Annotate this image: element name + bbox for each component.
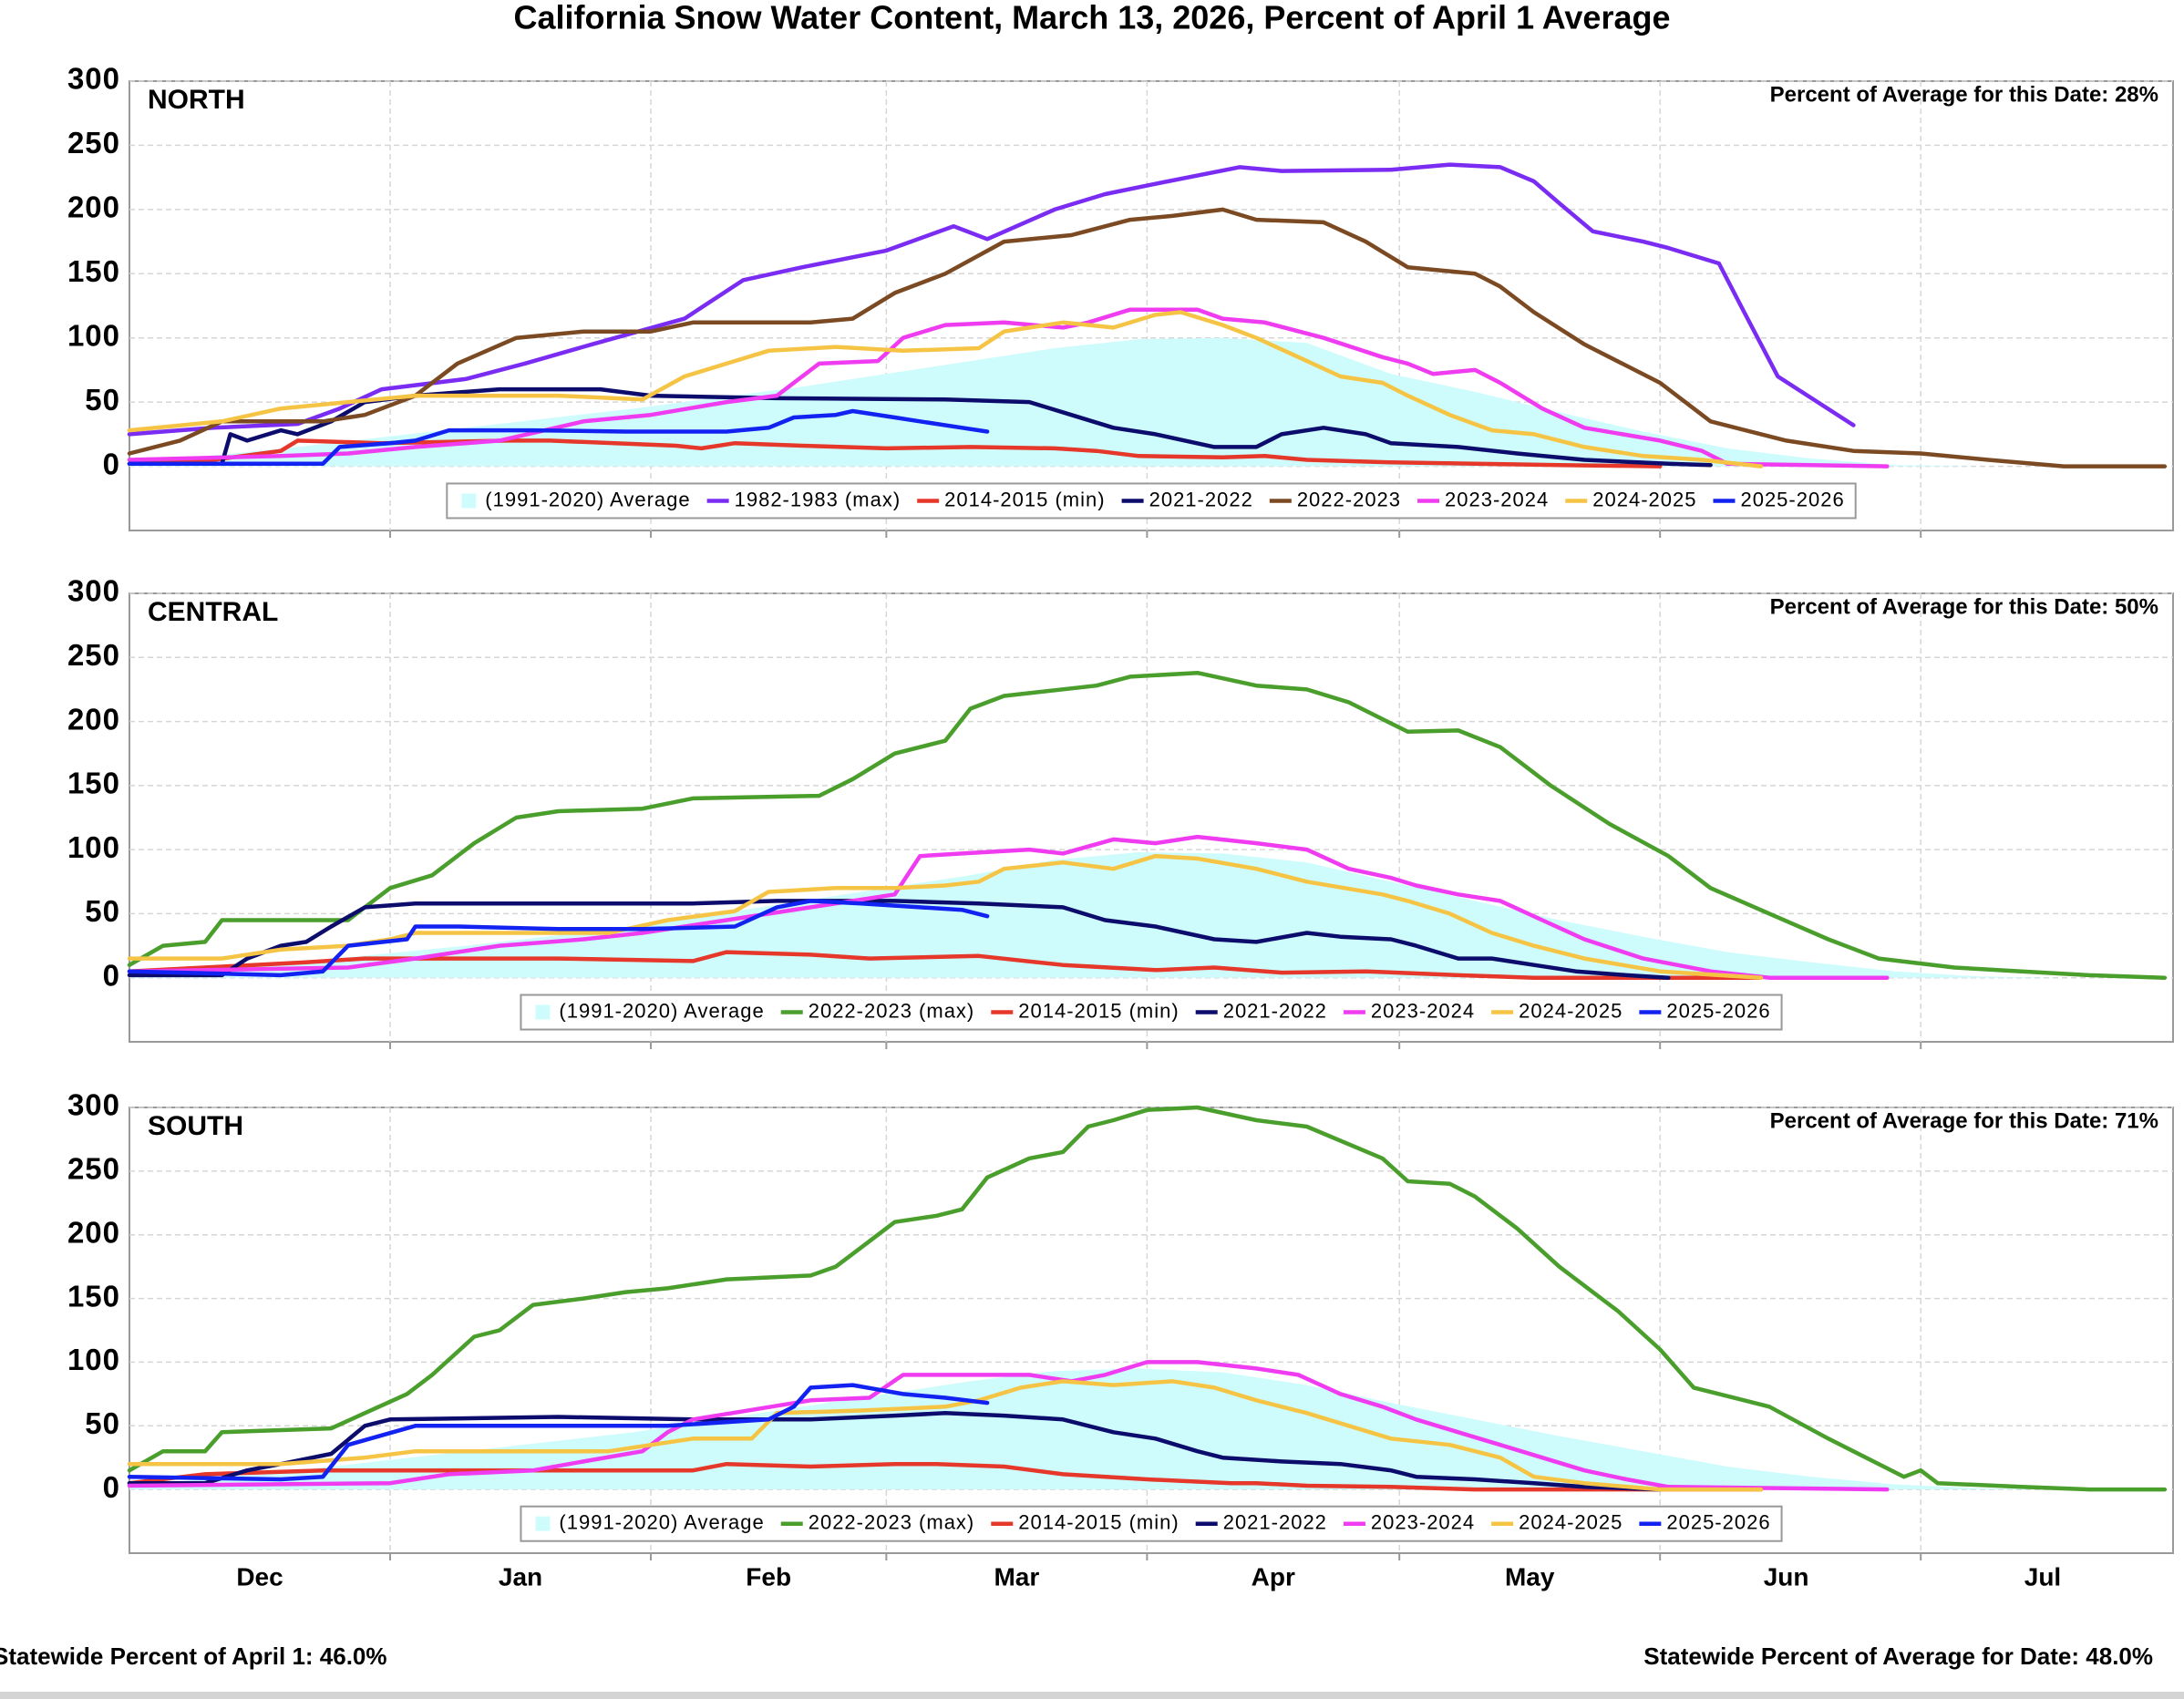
legend-label: 2022-2023 (max) [809,999,975,1022]
legend-label: (1991-2020) Average [559,999,764,1022]
legend-label: 2023-2024 [1371,1511,1475,1534]
legend-label: 2014-2015 (min) [1018,999,1179,1022]
y-tick-label: 300 [67,62,120,96]
legend-label: 1982-1983 (max) [735,488,901,510]
y-tick-label: 300 [67,574,120,608]
legend-label: 2024-2025 [1592,488,1696,510]
legend-label: 2021-2022 [1149,488,1253,510]
area [129,852,2065,978]
y-tick-label: 50 [85,1406,120,1440]
legend-label: 2021-2022 [1223,1511,1327,1534]
line [127,438,1663,469]
panel-label: CENTRAL [148,597,278,627]
legend-box [520,1505,1783,1542]
line [127,386,1713,468]
legend-label: 2014-2015 (min) [1018,1511,1179,1534]
y-tick-label: 0 [103,447,120,480]
legend-label: 2023-2024 [1445,488,1549,510]
line [127,899,990,978]
line [127,307,1890,469]
legend-label: 2024-2025 [1519,999,1623,1022]
x-tick-label: May [1505,1562,1555,1591]
panel-label: SOUTH [148,1111,243,1141]
line [127,1379,1764,1492]
line [127,950,1764,980]
y-tick-label: 100 [67,1343,120,1376]
line [127,310,1764,469]
y-tick-label: 250 [67,638,120,672]
panel-note: Percent of Average for this Date: 28% [1770,82,2158,107]
legend-box [446,482,1857,520]
y-tick-label: 50 [85,894,120,928]
legend-label: (1991-2020) Average [485,488,690,510]
legend-label: (1991-2020) Average [559,1511,764,1534]
x-tick-label: Dec [236,1562,283,1591]
x-tick-label: Apr [1252,1562,1295,1591]
line [127,207,2168,469]
line [127,899,1671,980]
legend-label: 2025-2026 [1666,999,1770,1022]
x-tick-label: Mar [994,1562,1039,1591]
y-tick-label: 50 [85,383,120,417]
y-tick-label: 250 [67,1152,120,1186]
bottom-bar [0,1692,2184,1699]
legend-label: 2023-2024 [1371,999,1475,1022]
x-tick-label: Jul [2024,1562,2061,1591]
line [127,1461,1764,1492]
panel-note: Percent of Average for this Date: 50% [1770,594,2158,619]
y-tick-label: 150 [67,1279,120,1313]
line [127,670,2168,980]
chart-title: California Snow Water Content, March 13,… [514,0,1671,36]
panel-label: NORTH [148,85,245,115]
line [127,834,1890,980]
legend-label: 2022-2023 [1297,488,1401,510]
legend-marker [534,1004,551,1021]
x-tick-label: Jan [499,1562,542,1591]
y-tick-label: 0 [103,958,120,992]
y-tick-label: 200 [67,1215,120,1249]
line [127,162,1856,437]
y-tick-label: 150 [67,767,120,800]
line [127,408,990,467]
legend-label: 2014-2015 (min) [944,488,1105,510]
x-tick-label: Feb [746,1562,791,1591]
line [127,1411,1663,1492]
x-tick-label: Jun [1764,1562,1809,1591]
legend-marker [460,492,477,509]
line [127,853,1764,980]
panel-note: Percent of Average for this Date: 71% [1770,1108,2158,1133]
legend-box [520,994,1783,1031]
line [127,1105,2168,1492]
y-tick-label: 100 [67,830,120,864]
y-tick-label: 200 [67,190,120,224]
legend-label: 2025-2026 [1740,488,1844,510]
y-tick-label: 0 [103,1470,120,1504]
y-tick-label: 250 [67,126,120,160]
y-tick-label: 300 [67,1088,120,1122]
legend-label: 2024-2025 [1519,1511,1623,1534]
legend-label: 2022-2023 (max) [809,1511,975,1534]
legend-marker [534,1516,551,1532]
y-tick-label: 100 [67,318,120,352]
footer-left: Statewide Percent of April 1: 46.0% [0,1642,387,1670]
line [127,1360,1890,1492]
y-tick-label: 150 [67,254,120,288]
footer-right: Statewide Percent of Average for Date: 4… [1643,1642,2153,1670]
line [127,1383,990,1482]
legend-label: 2025-2026 [1666,1511,1770,1534]
legend-label: 2021-2022 [1223,999,1327,1022]
y-tick-label: 200 [67,702,120,736]
